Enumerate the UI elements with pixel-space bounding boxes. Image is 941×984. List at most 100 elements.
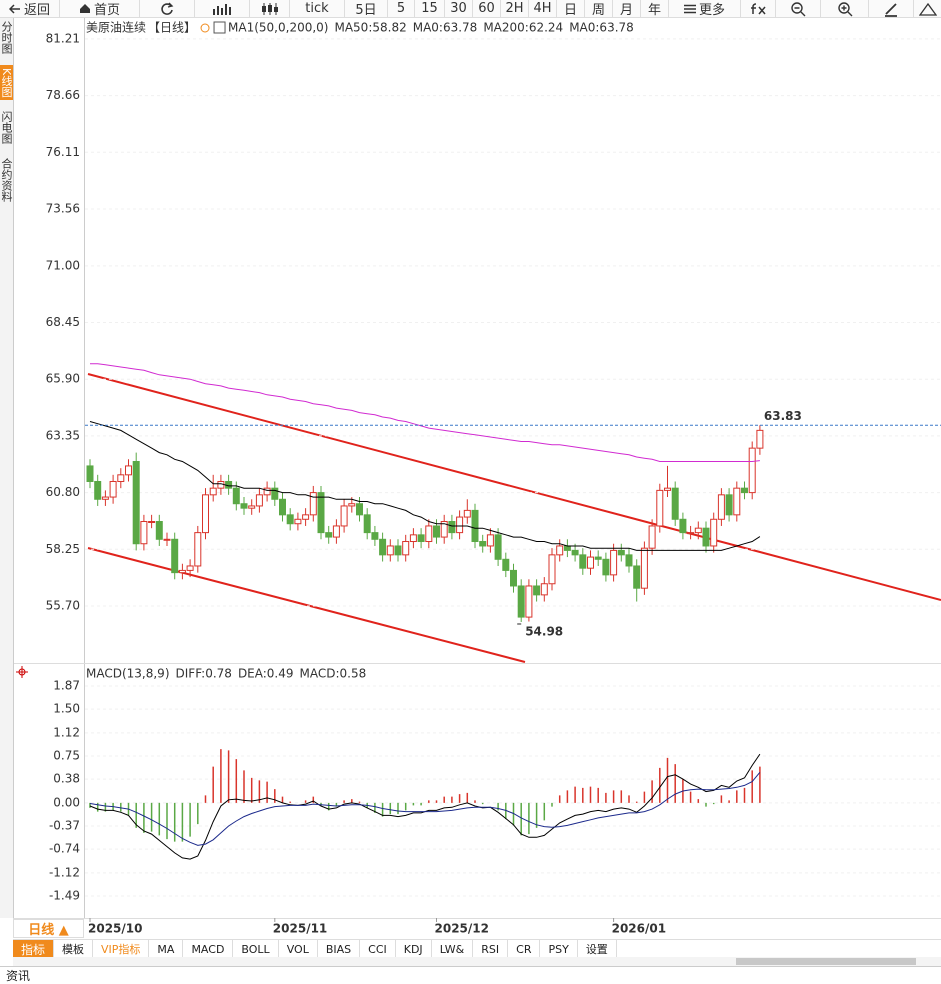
- indicator-tab[interactable]: MA: [149, 940, 184, 958]
- footer-tab[interactable]: 资讯: [6, 969, 31, 983]
- candle-body: [702, 527, 710, 547]
- candle-body: [448, 521, 456, 534]
- y-tick-label: 65.90: [46, 372, 80, 386]
- ma-line: [89, 421, 761, 551]
- indicator-tab[interactable]: PSY: [540, 940, 578, 958]
- indicator-tab[interactable]: CCI: [360, 940, 396, 958]
- y-tick-label: 81.21: [46, 31, 80, 45]
- indicator-tab[interactable]: BIAS: [318, 940, 361, 958]
- period-selector[interactable]: 日线 ▲: [13, 919, 84, 938]
- y-tick-label: 55.70: [46, 598, 80, 612]
- period-button[interactable]: 月: [613, 0, 641, 18]
- y-tick-label: 60.80: [46, 485, 80, 499]
- candle-body: [94, 480, 102, 500]
- collapse-button[interactable]: [914, 0, 941, 17]
- indicator-tab[interactable]: VOL: [279, 940, 318, 958]
- y-tick-label: 1.12: [53, 725, 80, 739]
- candle-body: [756, 429, 764, 449]
- period-button[interactable]: 日: [557, 0, 585, 18]
- period-button[interactable]: 15: [415, 0, 445, 17]
- candle-body: [148, 521, 156, 524]
- indicator-tab[interactable]: 指标: [13, 940, 55, 958]
- legend-text: MACD:0.58: [300, 667, 367, 681]
- min-label: 54.98: [525, 624, 563, 638]
- candle-body: [140, 521, 148, 545]
- candle-body: [664, 487, 671, 491]
- candle-body: [86, 465, 94, 482]
- zoom-in-button[interactable]: [821, 0, 869, 17]
- indicator-tab[interactable]: BOLL: [233, 940, 279, 958]
- y-tick-label: 1.50: [53, 702, 80, 716]
- side-tab[interactable]: 分时图: [0, 21, 13, 54]
- indicator-tab[interactable]: KDJ: [396, 940, 432, 958]
- icon: [791, 1, 806, 16]
- bar-chart-button[interactable]: [195, 0, 250, 17]
- draw-button[interactable]: [869, 0, 914, 17]
- more-button[interactable]: 更多: [669, 0, 741, 18]
- indicator-tab[interactable]: 模板: [54, 940, 94, 958]
- zoom-out-button[interactable]: [776, 0, 821, 17]
- legend-text: DIFF:0.78: [176, 667, 232, 681]
- indicator-tabs: 指标 模板 VIP指标 MA MACD BOLL VOL BIAS CCI KDJ LW& RSI CR…: [13, 939, 941, 958]
- period-button[interactable]: 60: [473, 0, 501, 17]
- period-button[interactable]: 30: [445, 0, 473, 17]
- y-tick-label: 68.45: [46, 315, 80, 329]
- icon: [261, 2, 278, 15]
- candle-body: [240, 503, 248, 509]
- candle-body: [733, 487, 741, 516]
- period-button[interactable]: 5日: [345, 0, 388, 18]
- candle-body: [502, 558, 510, 571]
- icon: [918, 2, 937, 16]
- candle-body: [625, 554, 633, 567]
- candle-body: [248, 505, 256, 509]
- candle-body: [556, 545, 564, 556]
- indicator-tab[interactable]: 设置: [578, 940, 617, 958]
- candle-button[interactable]: [250, 0, 290, 17]
- y-tick-label: 58.25: [46, 542, 80, 556]
- y-tick-label: 73.56: [46, 201, 80, 215]
- candle-body: [132, 460, 140, 545]
- period-button[interactable]: 4H: [529, 0, 557, 17]
- indicator-tab[interactable]: LW&: [432, 940, 474, 958]
- back-button[interactable]: 返回: [0, 0, 60, 18]
- candle-body: [217, 480, 225, 489]
- candle-body: [617, 549, 625, 556]
- side-tab[interactable]: 合约资料: [0, 158, 13, 203]
- period-button[interactable]: 5: [388, 0, 415, 17]
- candle-body: [741, 487, 748, 494]
- scroll-thumb[interactable]: [736, 958, 916, 965]
- side-tab[interactable]: K线图: [0, 65, 13, 101]
- icon: [79, 4, 90, 13]
- y-tick-label: -0.74: [49, 842, 80, 856]
- ma-line: [90, 363, 760, 462]
- home-button[interactable]: 首页: [60, 0, 140, 18]
- candle-body: [479, 541, 487, 547]
- period-button[interactable]: 周: [585, 0, 613, 18]
- period-button[interactable]: 年: [641, 0, 669, 18]
- candle-body: [486, 534, 494, 547]
- candle-body: [155, 521, 163, 540]
- legend-text: MA200:62.24: [483, 21, 563, 35]
- candle-body: [348, 503, 356, 507]
- candle-body: [694, 527, 702, 534]
- candle-body: [633, 565, 641, 589]
- y-tick-label: -0.37: [49, 819, 80, 833]
- period-button[interactable]: tick: [290, 0, 345, 17]
- y-tick-label: -1.12: [49, 865, 80, 879]
- candle-body: [340, 505, 348, 527]
- candle-body: [194, 532, 202, 567]
- scrollbar[interactable]: [13, 957, 941, 966]
- indicator-tab[interactable]: MACD: [183, 940, 234, 958]
- period-button[interactable]: 2H: [501, 0, 529, 17]
- indicator-tab[interactable]: VIP指标: [93, 940, 150, 958]
- candle-body: [363, 514, 371, 534]
- candle-body: [548, 554, 556, 585]
- candle-body: [610, 549, 618, 576]
- formula-button[interactable]: [741, 0, 776, 17]
- refresh-button[interactable]: [140, 0, 195, 17]
- indicator-tab[interactable]: RSI: [473, 940, 509, 958]
- indicator-tab[interactable]: CR: [508, 940, 541, 958]
- side-tab[interactable]: 闪电图: [0, 111, 13, 145]
